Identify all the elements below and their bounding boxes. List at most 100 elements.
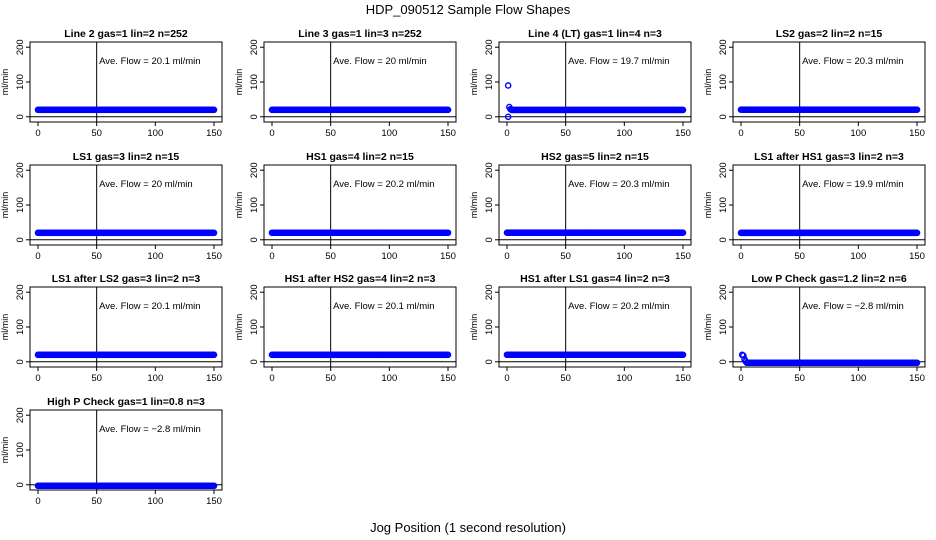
x-tick-label: 50 <box>794 373 805 384</box>
panel-title: LS1 gas=3 lin=2 n=15 <box>73 151 180 163</box>
panel-title: Line 3 gas=1 lin=3 n=252 <box>298 28 422 40</box>
panels: Line 2 gas=1 lin=2 n=252 ml/min 0 50 100 150 0… <box>0 28 926 507</box>
x-tick-label: 0 <box>269 251 274 262</box>
panel: HS1 after HS2 gas=4 lin=2 n=3 ml/min 0 50 10… <box>234 273 457 384</box>
data-point <box>444 351 452 359</box>
data-point <box>742 358 749 365</box>
average-flow-annotation: Ave. Flow = 20.2 ml/min <box>333 179 434 190</box>
y-tick-label: 200 <box>484 284 495 300</box>
data-point <box>504 82 512 89</box>
x-tick-label: 0 <box>504 251 509 262</box>
panel-frame <box>29 409 223 491</box>
data-point <box>679 351 687 359</box>
y-tick-label: 0 <box>718 359 729 364</box>
data-point <box>740 352 747 359</box>
panel: LS1 gas=3 lin=2 n=15 ml/min 0 50 100 150 0 100 2… <box>0 151 223 262</box>
y-axis-label: ml/min <box>0 192 10 219</box>
panel-title: HS1 after HS2 gas=4 lin=2 n=3 <box>285 273 436 285</box>
data-point <box>444 106 452 114</box>
data-point <box>507 105 514 113</box>
y-tick-label: 100 <box>15 442 26 458</box>
x-tick-label: 150 <box>206 496 222 507</box>
panel: Line 3 gas=1 lin=3 n=252 ml/min 0 50 100 150 0… <box>234 28 457 139</box>
panel: HS1 after LS1 gas=4 lin=2 n=3 ml/min 0 50 10… <box>469 273 692 384</box>
y-axis-label: ml/min <box>703 314 713 341</box>
x-tick-label: 0 <box>738 251 743 262</box>
average-flow-annotation: Ave. Flow = 20.1 ml/min <box>333 301 434 312</box>
y-tick-label: 0 <box>249 114 260 119</box>
panel-title: HS1 after LS1 gas=4 lin=2 n=3 <box>520 273 670 285</box>
y-tick-label: 0 <box>484 237 495 242</box>
average-flow-annotation: Ave. Flow = 19.9 ml/min <box>802 179 903 190</box>
y-tick-label: 100 <box>15 319 26 335</box>
panel-title: Line 4 (LT) gas=1 lin=4 n=3 <box>528 28 662 40</box>
y-tick-label: 200 <box>249 162 260 178</box>
panel-title: LS2 gas=2 lin=2 n=15 <box>776 28 883 40</box>
x-tick-label: 50 <box>91 496 102 507</box>
panel-title: LS1 after LS2 gas=3 lin=2 n=3 <box>52 273 201 285</box>
data-point <box>210 106 218 114</box>
average-flow-annotation: Ave. Flow = 20.2 ml/min <box>568 301 669 312</box>
x-tick-label: 0 <box>504 373 509 384</box>
y-tick-label: 200 <box>484 162 495 178</box>
panel-title: Line 2 gas=1 lin=2 n=252 <box>64 28 188 40</box>
data-point <box>913 359 921 367</box>
panel: LS1 after LS2 gas=3 lin=2 n=3 ml/min 0 50 10… <box>0 273 223 384</box>
data-point <box>210 229 218 237</box>
y-tick-label: 200 <box>15 407 26 423</box>
y-axis-label: ml/min <box>703 192 713 219</box>
x-tick-label: 50 <box>325 128 336 139</box>
x-tick-label: 150 <box>909 251 925 262</box>
y-tick-label: 200 <box>15 39 26 55</box>
y-axis-label: ml/min <box>234 314 244 341</box>
data-point <box>504 113 512 121</box>
y-tick-label: 200 <box>15 162 26 178</box>
y-tick-label: 0 <box>15 359 26 364</box>
x-tick-label: 150 <box>440 128 456 139</box>
x-tick-label: 100 <box>381 373 397 384</box>
y-tick-label: 100 <box>484 197 495 213</box>
y-tick-label: 100 <box>249 74 260 90</box>
y-tick-label: 100 <box>249 319 260 335</box>
x-tick-label: 150 <box>440 373 456 384</box>
x-tick-label: 0 <box>504 128 509 139</box>
y-tick-label: 200 <box>484 39 495 55</box>
x-tick-label: 0 <box>35 128 40 139</box>
x-tick-label: 100 <box>381 251 397 262</box>
y-axis-label: ml/min <box>703 69 713 96</box>
y-tick-label: 0 <box>249 237 260 242</box>
y-axis-label: ml/min <box>469 69 479 96</box>
x-tick-label: 100 <box>850 128 866 139</box>
x-tick-label: 100 <box>147 496 163 507</box>
average-flow-annotation: Ave. Flow = 20 ml/min <box>333 56 427 67</box>
average-flow-annotation: Ave. Flow = 20.3 ml/min <box>802 56 903 67</box>
data-point <box>210 482 218 490</box>
y-axis-label: ml/min <box>0 437 10 464</box>
y-axis-label: ml/min <box>469 314 479 341</box>
x-tick-label: 150 <box>206 128 222 139</box>
y-tick-label: 100 <box>484 74 495 90</box>
y-axis-label: ml/min <box>469 192 479 219</box>
data-point <box>679 229 687 237</box>
average-flow-annotation: Ave. Flow = 20 ml/min <box>99 179 193 190</box>
panel-title: High P Check gas=1 lin=0.8 n=3 <box>47 396 205 408</box>
y-tick-label: 100 <box>718 319 729 335</box>
x-tick-label: 50 <box>794 128 805 139</box>
x-tick-label: 50 <box>560 128 571 139</box>
average-flow-annotation: Ave. Flow = 20.1 ml/min <box>99 56 200 67</box>
panel: HS2 gas=5 lin=2 n=15 ml/min 0 50 100 150 0 100 2… <box>469 151 692 262</box>
average-flow-annotation: Ave. Flow = 20.3 ml/min <box>568 179 669 190</box>
x-tick-label: 100 <box>850 251 866 262</box>
y-axis-label: ml/min <box>234 192 244 219</box>
y-axis-label: ml/min <box>0 69 10 96</box>
x-tick-label: 150 <box>206 251 222 262</box>
panel-frame <box>732 286 926 368</box>
x-tick-label: 50 <box>325 251 336 262</box>
panel: Line 2 gas=1 lin=2 n=252 ml/min 0 50 100 150 0… <box>0 28 223 139</box>
x-tick-label: 0 <box>738 373 743 384</box>
average-flow-annotation: Ave. Flow = 19.7 ml/min <box>568 56 669 67</box>
data-point <box>913 106 921 114</box>
figure-title: HDP_090512 Sample Flow Shapes <box>366 2 571 17</box>
y-axis-label: ml/min <box>234 69 244 96</box>
x-tick-label: 50 <box>91 251 102 262</box>
